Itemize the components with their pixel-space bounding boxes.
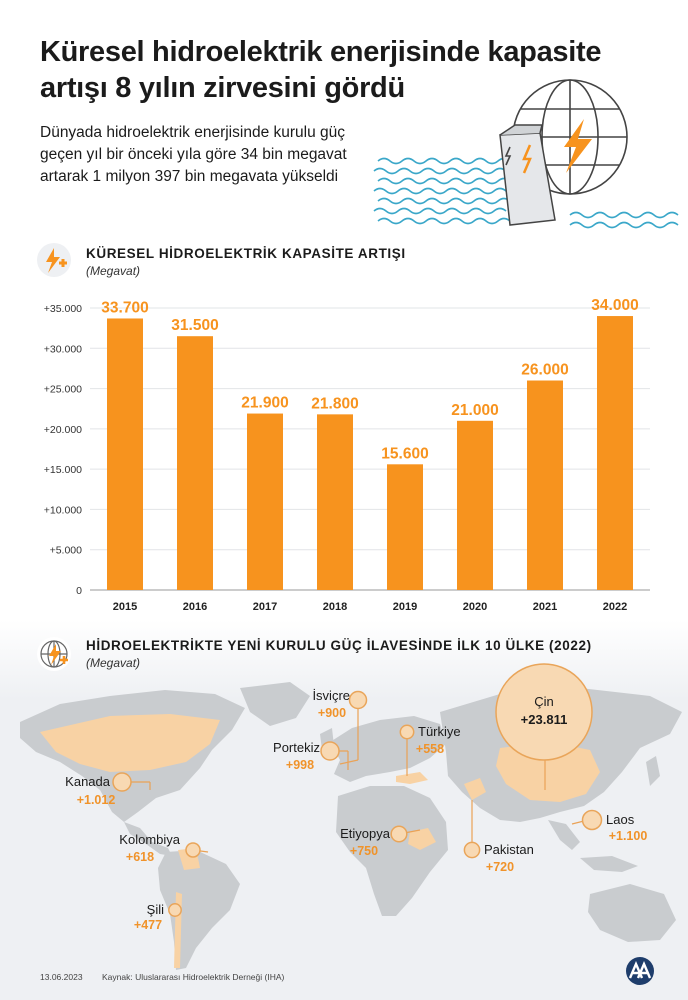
chart-x-axis: 2015 2016 2017 2018 2019 2020 2021 2022 (113, 601, 627, 613)
chart-data-label: 26.000 (521, 362, 568, 379)
section-title-capacity: KÜRESEL HİDROELEKTRİK KAPASİTE ARTIŞI (86, 246, 406, 261)
section-unit-capacity: (Megavat) (86, 264, 141, 278)
label-kanada: Kanada (65, 774, 110, 789)
label-kolombiya: Kolombiya (119, 832, 180, 847)
footer-date: 13.06.2023 (40, 972, 83, 982)
section-title-top-countries: HİDROELEKTRİKTE YENİ KURULU GÜÇ İLAVESİN… (86, 638, 592, 653)
chart-data-label: 31.500 (171, 317, 218, 334)
chart-bar (597, 316, 633, 590)
bubble-kolombiya (185, 842, 201, 858)
bubble-cin (495, 663, 593, 761)
capacity-bar-chart: 0 +5.000 +10.000 +15.000 +20.000 +25.000 +30.0… (44, 297, 650, 613)
chart-bar (527, 380, 563, 590)
value-sili: +477 (133, 918, 163, 932)
value-turkiye: +558 (415, 742, 445, 756)
chart-data-label: 15.600 (381, 445, 428, 462)
chart-bar (457, 420, 493, 590)
bubble-turkiye (399, 724, 415, 740)
bubble-portekiz (320, 741, 340, 761)
chart-xtick-label: 2021 (533, 601, 557, 613)
bubble-etiyopya (390, 825, 408, 843)
chart-xtick-label: 2017 (253, 601, 277, 613)
chart-xtick-label: 2019 (393, 601, 417, 613)
label-cin: Çin (534, 694, 554, 709)
label-portekiz: Portekiz (273, 740, 320, 755)
value-laos: +1.100 (608, 829, 648, 843)
bubble-sili (168, 903, 182, 917)
chart-data-label: 34.000 (591, 297, 638, 314)
value-cin: +23.811 (520, 712, 568, 727)
chart-ytick-label: +10.000 (44, 504, 82, 516)
label-sili: Şili (146, 902, 164, 917)
chart-xtick-label: 2015 (113, 601, 137, 613)
label-pakistan: Pakistan (484, 842, 534, 857)
value-etiyopya: +750 (349, 844, 379, 858)
label-turkiye: Türkiye (418, 724, 461, 739)
chart-bar (317, 414, 353, 590)
ethiopia-shape (408, 828, 436, 850)
chart-y-axis: 0 +5.000 +10.000 +15.000 +20.000 +25.000 +30.0… (44, 303, 82, 597)
label-etiyopya: Etiyopya (340, 826, 390, 841)
footer-source: Kaynak: Uluslararası Hidroelektrik Derne… (102, 972, 285, 982)
chart-ytick-label: +15.000 (44, 464, 82, 476)
page-subtitle: Dünyada hidroelektrik enerjisinde kurulu… (40, 124, 347, 185)
chart-ytick-label: 0 (76, 585, 82, 597)
chart-data-label: 33.700 (101, 299, 148, 316)
bubble-laos (581, 809, 603, 831)
chart-ytick-label: +25.000 (44, 384, 82, 396)
chart-xtick-label: 2020 (463, 601, 487, 613)
pakistan-shape (464, 778, 486, 800)
value-kolombiya: +618 (125, 850, 155, 864)
chart-ytick-label: +30.000 (44, 343, 82, 355)
value-isvicre: +900 (317, 706, 347, 720)
dam-globe-illustration (373, 79, 679, 229)
page-title: Küresel hidroelektrik enerjisinde kapasi… (40, 36, 602, 104)
aa-logo (626, 957, 654, 985)
chart-ytick-label: +35.000 (44, 303, 82, 315)
bolt-plus-icon (37, 243, 71, 277)
chart-xtick-label: 2022 (603, 601, 627, 613)
chart-value-labels: 33.700 31.500 21.900 21.800 15.600 21.000 26.0… (101, 297, 638, 462)
chart-ytick-label: +5.000 (50, 545, 83, 557)
bubble-kanada (112, 772, 132, 792)
chart-xtick-label: 2016 (183, 601, 207, 613)
globe-bolt-icon (37, 637, 71, 671)
chart-data-label: 21.800 (311, 395, 358, 412)
section-unit-top-countries: (Megavat) (86, 656, 141, 670)
chart-bar (247, 413, 283, 590)
bubble-isvicre (348, 690, 368, 710)
chart-bar (387, 464, 423, 590)
value-pakistan: +720 (485, 860, 515, 874)
chart-data-label: 21.000 (451, 402, 498, 419)
label-isvicre: İsviçre (312, 688, 350, 703)
value-kanada: +1.012 (76, 793, 116, 807)
value-portekiz: +998 (285, 758, 315, 772)
bubble-pakistan (463, 841, 481, 859)
chart-bars (107, 316, 633, 590)
turkiye-shape (396, 772, 428, 784)
chart-data-label: 21.900 (241, 395, 288, 412)
chart-bar (107, 318, 143, 590)
canada-shape (40, 714, 220, 772)
chart-xtick-label: 2018 (323, 601, 347, 613)
chart-bar (177, 336, 213, 590)
chart-ytick-label: +20.000 (44, 424, 82, 436)
china-shape (496, 742, 600, 802)
label-laos: Laos (606, 812, 635, 827)
